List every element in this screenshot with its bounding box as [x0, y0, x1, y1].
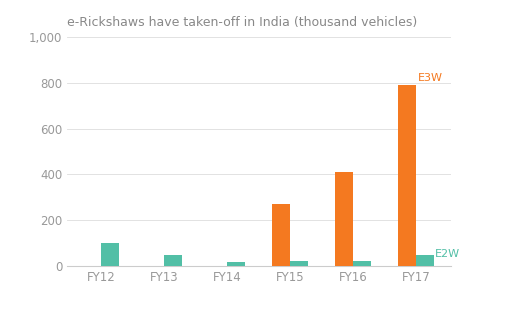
Bar — [227, 262, 245, 266]
Bar — [416, 256, 434, 266]
Text: E3W: E3W — [418, 73, 443, 83]
Bar — [164, 256, 182, 266]
Text: E2W: E2W — [435, 249, 460, 259]
Bar — [335, 172, 353, 266]
Text: e-Rickshaws have taken-off in India (thousand vehicles): e-Rickshaws have taken-off in India (tho… — [67, 16, 417, 29]
Bar — [353, 261, 371, 266]
Bar — [101, 243, 119, 266]
Bar — [272, 204, 290, 266]
Bar — [290, 261, 308, 266]
Bar — [398, 85, 416, 266]
